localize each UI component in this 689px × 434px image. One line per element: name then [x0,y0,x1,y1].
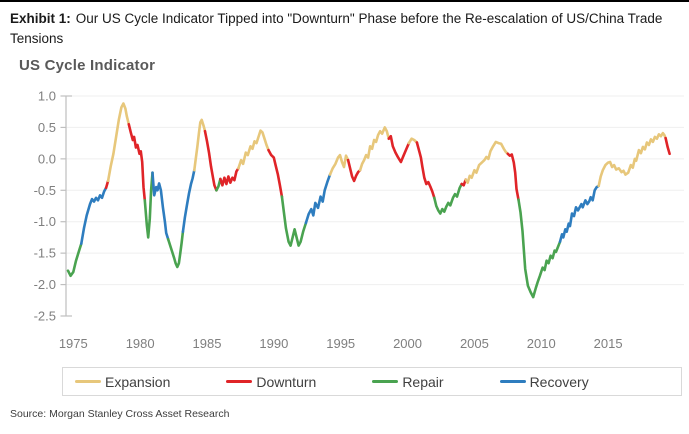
exhibit-label: Exhibit 1: [10,11,71,26]
x-tick-label: 1975 [59,336,88,351]
x-tick-label: 1980 [126,336,155,351]
cycle-line-recovery [80,186,108,245]
legend: Expansion Downturn Repair Recovery [62,367,682,396]
x-tick-label: 2000 [393,336,422,351]
exhibit-title: Exhibit 1: Our US Cycle Indicator Tipped … [10,9,665,50]
y-tick-label: 0.5 [38,120,56,135]
legend-label: Downturn [256,373,317,390]
source-note: Source: Morgan Stanley Cross Asset Resea… [10,408,230,420]
cycle-line-expansion [597,131,667,188]
cycle-line-repair [280,195,308,247]
cycle-line-downturn [346,158,362,183]
x-tick-label: 1985 [193,336,222,351]
legend-item-downturn: Downturn [226,374,316,390]
cycle-line-repair [66,242,83,278]
chart-title: US Cycle Indicator [19,57,156,74]
cycle-line-repair [143,171,154,239]
downturn-line-swatch [226,380,253,383]
y-tick-label: -0.5 [34,183,56,198]
y-tick-label: -1.0 [34,214,56,229]
cycle-line-recovery [558,184,601,244]
cycle-line-repair [166,230,185,269]
cycle-line-repair [517,198,562,299]
recovery-line-swatch [499,380,526,383]
exhibit-title-text: Our US Cycle Indicator Tipped into "Down… [10,11,663,47]
legend-label: Recovery [529,373,589,390]
y-tick-label: -2.0 [34,277,56,292]
cycle-line-recovery [304,173,332,225]
cycle-line-recovery [151,171,170,241]
legend-item-expansion: Expansion [75,374,170,390]
cycle-line-downturn [127,122,147,202]
legend-item-repair: Repair [372,373,444,390]
x-tick-label: 2005 [460,336,489,351]
cycle-line-repair [432,182,464,215]
repair-line-swatch [372,380,399,383]
y-tick-label: 0.0 [38,151,56,166]
cycle-line-expansion [407,137,419,145]
legend-label: Repair [402,373,444,390]
cycle-line-expansion [106,102,131,183]
cycle-line-expansion [464,140,510,184]
x-tick-label: 2015 [594,336,623,351]
cycle-line-downturn [415,141,436,200]
legend-item-recovery: Recovery [499,373,589,390]
cycle-line-repair [215,177,222,192]
cycle-line-downturn [387,134,411,164]
cycle-line-downturn [506,152,520,201]
y-tick-label: -2.5 [34,308,56,323]
cycle-line-expansion [237,129,270,170]
x-tick-label: 1990 [259,336,288,351]
y-tick-label: -1.5 [34,246,56,261]
x-tick-label: 2010 [527,336,556,351]
x-tick-label: 1995 [326,336,355,351]
cycle-line-downturn [267,148,284,198]
cycle-line-expansion [328,153,350,176]
cycle-line-downturn [203,129,218,192]
cycle-line-downturn [460,178,468,187]
y-tick-label: 1.0 [38,89,56,104]
top-rule [0,0,689,2]
legend-label: Expansion [105,373,171,390]
expansion-line-swatch [75,380,101,383]
cycle-line-downturn [219,167,240,187]
cycle-line-expansion [358,126,391,172]
cycle-line-downturn [664,136,671,156]
cycle-line-recovery [181,168,196,234]
cycle-line-expansion [193,118,207,172]
